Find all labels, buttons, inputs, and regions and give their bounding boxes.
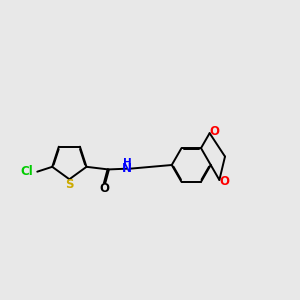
Text: H: H	[123, 158, 132, 168]
Text: O: O	[209, 125, 219, 138]
Text: Cl: Cl	[21, 165, 34, 178]
Text: O: O	[100, 182, 110, 195]
Text: O: O	[219, 175, 229, 188]
Text: S: S	[65, 178, 74, 190]
Text: N: N	[122, 162, 132, 175]
